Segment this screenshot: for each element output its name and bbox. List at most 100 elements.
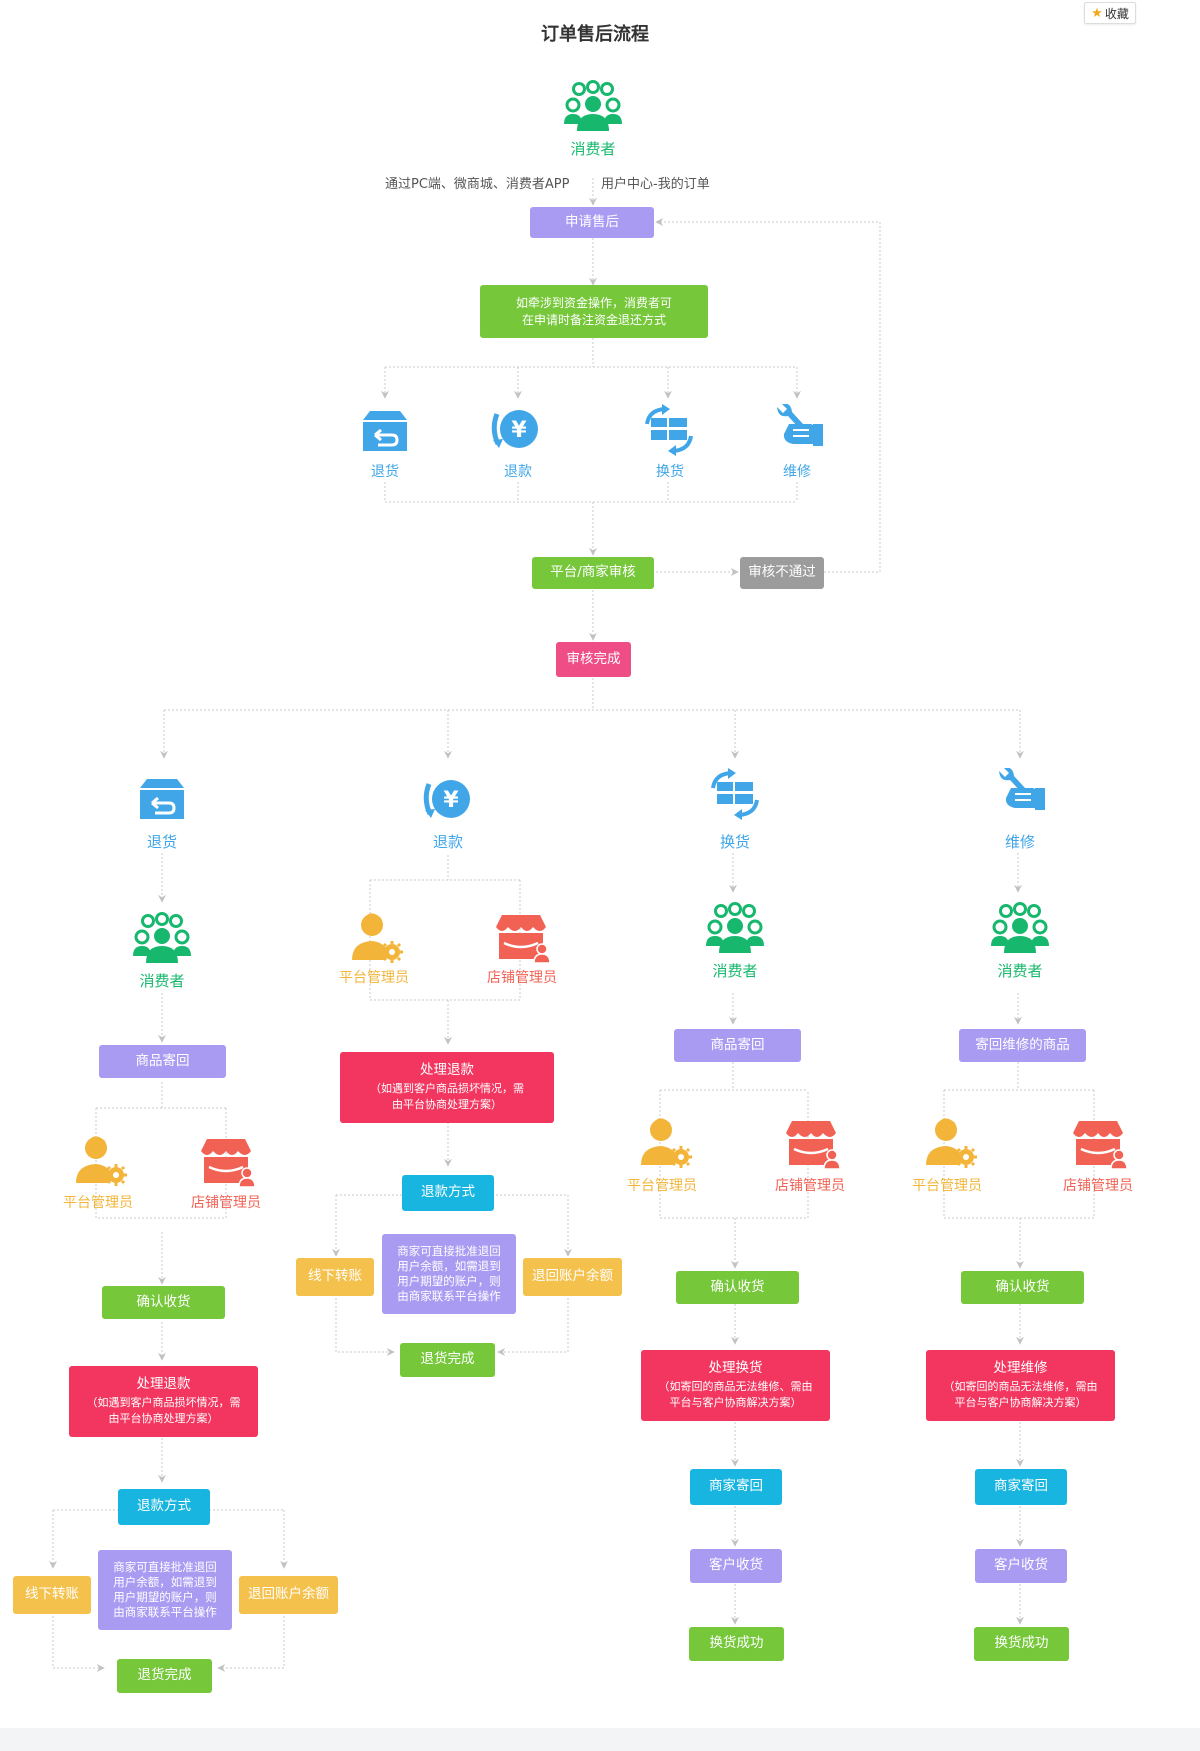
merchant-note-line: 用户余额，如需退到 xyxy=(113,1575,217,1590)
process-refund-title: 处理退款 xyxy=(420,1062,474,1079)
option-repair-label: 维修 xyxy=(783,464,811,480)
merchant-note-line: 用户期望的账户，则 xyxy=(397,1274,501,1288)
funds-note-line: 如牵涉到资金操作，消费者可 xyxy=(515,296,672,311)
store-admin-icon xyxy=(786,1119,842,1169)
offline-transfer-box: 线下转账 xyxy=(296,1258,374,1296)
process-exchange-note: （如寄回的商品无法维修、需由 xyxy=(658,1379,813,1393)
favorite-button[interactable]: ★ 收藏 xyxy=(1084,2,1136,24)
star-icon: ★ xyxy=(1091,5,1103,21)
funds-note-box: 如牵涉到资金操作，消费者可 在申请时备注资金退还方式 xyxy=(480,285,708,338)
branch-exchange-label: 换货 xyxy=(719,833,750,851)
consumer-group-icon xyxy=(705,902,765,954)
store-admin-label: 店铺管理员 xyxy=(1063,1178,1133,1194)
platform-admin-icon xyxy=(72,1135,128,1187)
option-refund-label: 退款 xyxy=(504,464,532,480)
process-repair-note: （如寄回的商品无法维修，需由 xyxy=(943,1379,1098,1393)
return-balance-box: 退回账户余额 xyxy=(239,1576,338,1614)
approved-box: 审核完成 xyxy=(556,642,631,677)
consumer-label: 消费者 xyxy=(570,140,616,158)
process-refund-note: （如遇到客户商品损坏情况，需 xyxy=(86,1395,241,1409)
offline-transfer-box: 线下转账 xyxy=(13,1576,91,1614)
return-done-box: 退货完成 xyxy=(400,1343,495,1377)
refund-yen-icon xyxy=(490,406,542,452)
merchant-note-line: 商家可直接批准退回 xyxy=(397,1244,501,1259)
send-back-repair-box: 寄回维修的商品 xyxy=(959,1029,1086,1062)
customer-receive-box: 客户收货 xyxy=(975,1549,1067,1583)
refund-method-box: 退款方式 xyxy=(118,1489,210,1525)
option-return-label: 退货 xyxy=(371,464,399,480)
refund-method-box: 退款方式 xyxy=(402,1175,494,1211)
process-repair-title: 处理维修 xyxy=(993,1360,1048,1377)
process-refund-box: 处理退款 （如遇到客户商品损坏情况，需 由平台协商处理方案） xyxy=(69,1366,258,1437)
consumer-label: 消费者 xyxy=(712,962,758,980)
consumer-group-icon xyxy=(132,912,192,964)
store-admin-label: 店铺管理员 xyxy=(191,1195,261,1211)
process-repair-box: 处理维修 （如寄回的商品无法维修，需由 平台与客户协商解决方案） xyxy=(926,1350,1115,1421)
apply-after-sales-box: 申请售后 xyxy=(530,207,654,238)
return-balance-box: 退回账户余额 xyxy=(523,1258,622,1296)
process-exchange-note: 平台与客户协商解决方案） xyxy=(669,1396,802,1410)
review-box: 平台/商家审核 xyxy=(532,557,654,589)
funds-note-line: 在申请时备注资金退还方式 xyxy=(521,312,666,327)
process-exchange-box: 处理换货 （如寄回的商品无法维修、需由 平台与客户协商解决方案） xyxy=(641,1350,830,1421)
exchange-success-box: 换货成功 xyxy=(974,1627,1069,1661)
rejected-box: 审核不通过 xyxy=(740,557,824,589)
platform-admin-label: 平台管理员 xyxy=(912,1178,982,1194)
return-box-icon xyxy=(362,410,408,452)
merchant-note-box: 商家可直接批准退回 用户余额，如需退到 用户期望的账户，则 由商家联系平台操作 xyxy=(382,1234,516,1314)
confirm-receipt-box: 确认收货 xyxy=(676,1271,799,1304)
exchange-success-box: 换货成功 xyxy=(689,1627,784,1661)
exchange-arrows-icon xyxy=(641,404,697,456)
send-back-box: 商品寄回 xyxy=(674,1029,801,1062)
send-back-box: 商品寄回 xyxy=(99,1045,226,1078)
confirm-receipt-box: 确认收货 xyxy=(102,1286,225,1319)
store-admin-icon xyxy=(201,1137,257,1187)
process-refund-note: 由平台协商处理方案） xyxy=(108,1412,219,1426)
process-refund-note: （如遇到客户商品损坏情况，需 xyxy=(370,1081,524,1095)
branch-return-label: 退货 xyxy=(146,833,177,851)
exchange-arrows-icon xyxy=(707,768,763,820)
channel-caption: 通过PC端、微商城、消费者APP xyxy=(385,177,570,192)
process-refund-note: 由平台协商处理方案） xyxy=(392,1098,502,1112)
option-exchange-label: 换货 xyxy=(656,464,684,480)
process-repair-note: 平台与客户协商解决方案） xyxy=(954,1396,1087,1410)
confirm-receipt-box: 确认收货 xyxy=(961,1271,1084,1304)
consumer-group-icon xyxy=(990,902,1050,954)
merchant-note-line: 由商家联系平台操作 xyxy=(113,1604,217,1619)
merchant-send-box: 商家寄回 xyxy=(975,1469,1067,1505)
page-title: 订单售后流程 xyxy=(541,24,649,45)
consumer-label: 消费者 xyxy=(997,962,1043,980)
process-refund-title: 处理退款 xyxy=(136,1376,191,1393)
platform-admin-icon xyxy=(922,1117,978,1169)
merchant-note-line: 用户余额，如需退到 xyxy=(397,1259,501,1274)
branch-refund-label: 退款 xyxy=(432,833,463,851)
favorite-label: 收藏 xyxy=(1104,6,1129,21)
platform-admin-icon xyxy=(348,912,404,964)
merchant-note-line: 用户期望的账户，则 xyxy=(113,1590,217,1604)
platform-admin-label: 平台管理员 xyxy=(339,970,409,986)
platform-admin-label: 平台管理员 xyxy=(627,1178,697,1194)
footer-bar xyxy=(0,1728,1200,1751)
consumer-label: 消费者 xyxy=(139,972,185,990)
process-exchange-title: 处理换货 xyxy=(708,1360,763,1377)
merchant-note-box: 商家可直接批准退回 用户余额，如需退到 用户期望的账户，则 由商家联系平台操作 xyxy=(98,1550,232,1630)
platform-admin-label: 平台管理员 xyxy=(63,1195,133,1211)
store-admin-icon xyxy=(1073,1119,1129,1169)
consumer-group-icon xyxy=(563,80,623,132)
repair-wrench-icon xyxy=(993,768,1045,818)
branch-repair-label: 维修 xyxy=(1004,833,1035,851)
merchant-send-box: 商家寄回 xyxy=(690,1469,782,1505)
return-done-box: 退货完成 xyxy=(117,1659,212,1693)
store-admin-label: 店铺管理员 xyxy=(487,970,557,986)
platform-admin-icon xyxy=(637,1117,693,1169)
refund-yen-icon xyxy=(422,776,474,822)
merchant-note-line: 商家可直接批准退回 xyxy=(113,1560,217,1575)
customer-receive-box: 客户收货 xyxy=(690,1549,782,1583)
store-admin-label: 店铺管理员 xyxy=(775,1178,845,1194)
path-caption: 用户中心-我的订单 xyxy=(601,177,710,192)
store-admin-icon xyxy=(496,913,552,963)
merchant-note-line: 由商家联系平台操作 xyxy=(397,1288,501,1303)
process-refund-box: 处理退款 （如遇到客户商品损坏情况，需 由平台协商处理方案） xyxy=(340,1052,554,1123)
return-box-icon xyxy=(139,778,185,820)
